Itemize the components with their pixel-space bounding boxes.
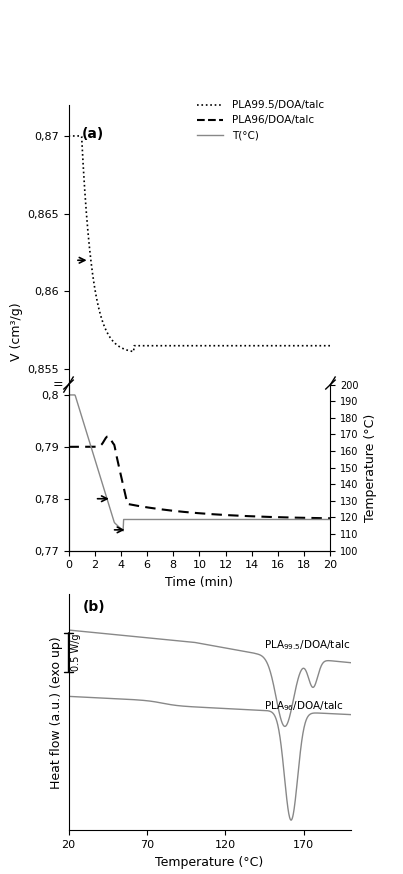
Text: V (cm³/g): V (cm³/g) [10, 302, 23, 362]
Y-axis label: Heat flow (a.u.) (exo up): Heat flow (a.u.) (exo up) [50, 636, 63, 788]
Text: (b): (b) [83, 600, 105, 614]
Text: (a): (a) [81, 128, 104, 142]
X-axis label: Temperature (°C): Temperature (°C) [156, 856, 264, 869]
X-axis label: Time (min): Time (min) [166, 576, 233, 589]
Text: $\!\!=$: $\!\!=$ [54, 377, 63, 389]
Legend: PLA99.5/DOA/talc, PLA96/DOA/talc, T(°C): PLA99.5/DOA/talc, PLA96/DOA/talc, T(°C) [193, 96, 328, 145]
Text: PLA$_{99.5}$/DOA/talc: PLA$_{99.5}$/DOA/talc [264, 638, 351, 652]
Text: PLA$_{96}$/DOA/talc: PLA$_{96}$/DOA/talc [264, 699, 344, 713]
Y-axis label: Temperature (°C): Temperature (°C) [364, 413, 377, 522]
Text: 0.5 W/g: 0.5 W/g [71, 634, 81, 671]
